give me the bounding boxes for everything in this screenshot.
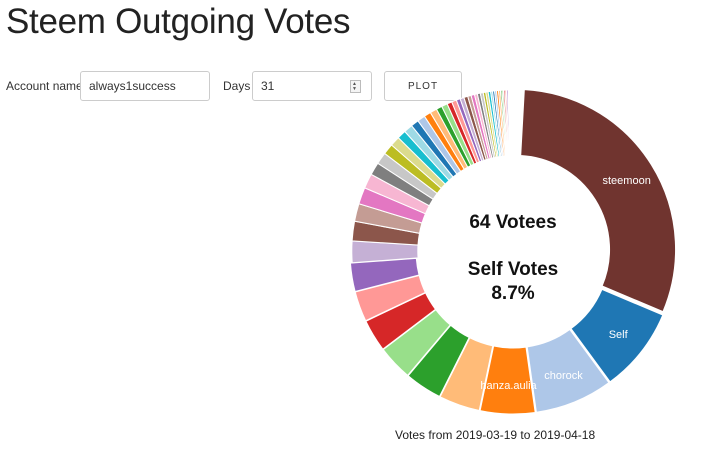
center-votee-count: 64 Votees [469,212,556,233]
slice-label: chorock [544,370,583,382]
slice-label: steemoon [603,175,651,187]
days-stepper[interactable]: ▲ ▼ [350,80,361,93]
days-label: Days [223,79,251,93]
donut-slice-7[interactable] [365,292,437,350]
center-self-votes-percent: 8.7% [491,283,534,304]
donut-slice-chorock[interactable] [526,328,610,413]
donut-slice-6[interactable] [382,309,451,377]
donut-slice-hanza-aulia[interactable] [479,345,536,415]
donut-slice-5[interactable] [407,324,470,398]
stepper-up-icon[interactable]: ▲ [352,81,357,87]
slice-label: hanza.aulia [480,380,537,392]
donut-slices [349,89,677,415]
stepper-down-icon[interactable]: ▼ [352,86,357,92]
donut-slice-steemoon[interactable] [520,89,677,313]
donut-slice-self[interactable] [570,288,664,383]
slice-label: Self [609,329,629,341]
donut-slice-63[interactable] [517,89,523,157]
center-self-votes-label: Self Votes [468,259,558,280]
date-range-caption: Votes from 2019-03-19 to 2019-04-18 [395,428,596,442]
account-name-input[interactable] [80,71,210,101]
plot-button[interactable]: PLOT [384,71,462,101]
donut-slice-labels: steemoon Self chorock hanza.aulia [480,175,650,392]
donut-slice-4[interactable] [439,337,494,412]
donut-slice-8[interactable] [354,274,426,322]
page-title: Steem Outgoing Votes [6,2,351,41]
account-name-label: Account name [6,79,83,93]
